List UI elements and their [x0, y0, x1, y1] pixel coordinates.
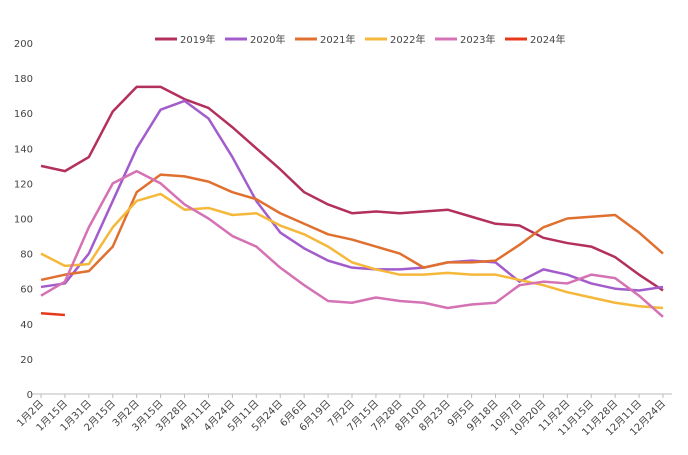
series-line	[40, 169, 664, 318]
y-tick-label: 80	[20, 250, 33, 261]
legend-label: 2022年	[390, 33, 425, 46]
series-line	[40, 192, 664, 310]
legend-label: 2023年	[460, 33, 495, 46]
legend-label: 2020年	[250, 33, 285, 46]
y-tick-label: 180	[14, 74, 33, 85]
y-tick-label: 20	[20, 355, 33, 366]
y-tick-label: 140	[14, 144, 33, 155]
series-line	[40, 312, 66, 317]
series-line	[40, 99, 664, 292]
legend-label: 2024年	[530, 33, 565, 46]
y-tick-label: 100	[14, 215, 33, 226]
series-line	[40, 173, 664, 282]
series-line	[40, 85, 664, 292]
y-tick-label: 0	[27, 390, 33, 401]
y-tick-label: 60	[20, 285, 33, 296]
legend-label: 2021年	[320, 33, 355, 46]
y-tick-label: 40	[20, 320, 33, 331]
y-tick-label: 120	[14, 179, 33, 190]
y-tick-label: 160	[14, 109, 33, 120]
y-tick-label: 200	[14, 39, 33, 50]
legend-label: 2019年	[180, 33, 215, 46]
